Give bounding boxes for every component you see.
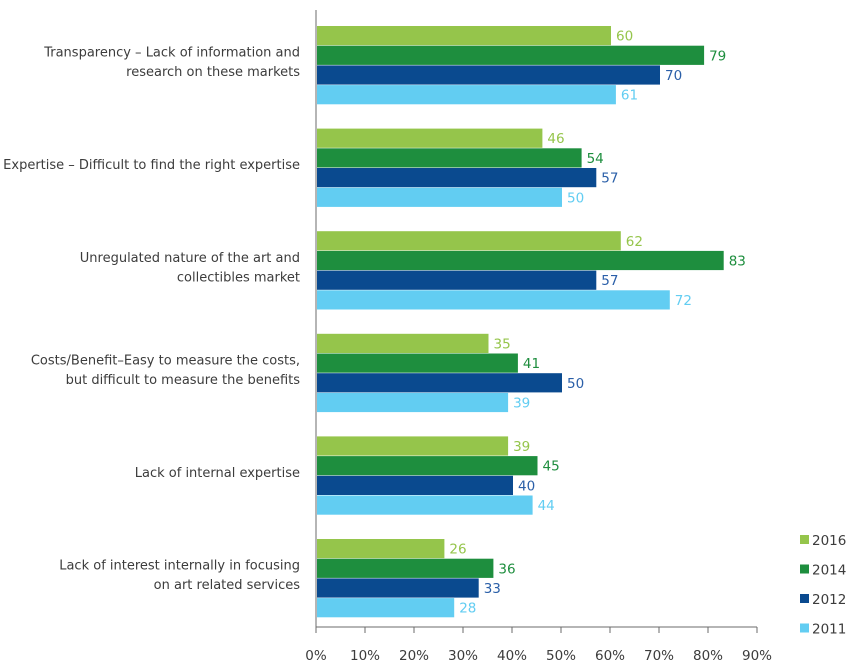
bar-2011 <box>317 598 455 618</box>
bar-2016 <box>317 333 489 353</box>
data-label: 33 <box>484 581 501 597</box>
data-label: 44 <box>538 498 555 514</box>
data-label: 40 <box>518 478 535 494</box>
bar-2014 <box>317 45 705 65</box>
data-label: 41 <box>523 356 540 372</box>
legend-label: 2016 <box>812 533 846 549</box>
bar-2012 <box>317 475 513 495</box>
bar-2014 <box>317 353 518 373</box>
data-label: 45 <box>543 459 560 475</box>
data-label: 62 <box>626 234 643 250</box>
legend-label: 2011 <box>812 622 846 638</box>
x-tick-label: 10% <box>350 648 380 664</box>
bar-2011 <box>317 290 670 310</box>
category-label: Lack of interest internally in focusing <box>59 559 300 574</box>
data-label: 50 <box>567 376 584 392</box>
data-label: 79 <box>709 48 726 64</box>
bar-2014 <box>317 148 582 168</box>
x-tick-label: 40% <box>497 648 527 664</box>
data-label: 36 <box>498 561 515 577</box>
category-label: Costs/Benefit–Easy to measure the costs, <box>31 353 300 368</box>
legend-swatch-2011 <box>800 623 809 633</box>
category-label: but difficult to measure the benefits <box>66 373 301 388</box>
category-label: Unregulated nature of the art and <box>80 251 300 266</box>
category-label: Transparency – Lack of information and <box>43 46 300 61</box>
bar-2016 <box>317 539 445 559</box>
data-label: 54 <box>587 151 604 167</box>
data-label: 50 <box>567 190 584 206</box>
bar-2014 <box>317 558 494 578</box>
bar-2011 <box>317 495 533 515</box>
bar-2014 <box>317 250 724 271</box>
data-label: 39 <box>513 439 530 455</box>
bar-2016 <box>317 231 621 251</box>
data-label: 26 <box>449 542 466 558</box>
data-label: 39 <box>513 396 530 412</box>
x-tick-label: 80% <box>693 648 723 664</box>
x-tick-label: 60% <box>595 648 625 664</box>
data-label: 60 <box>616 29 633 45</box>
bar-2012 <box>317 65 660 85</box>
legend-label: 2012 <box>812 592 846 608</box>
legend-swatch-2012 <box>800 594 809 603</box>
x-tick-label: 90% <box>742 648 772 664</box>
data-label: 70 <box>665 68 682 84</box>
data-label: 35 <box>494 336 511 352</box>
bar-2012 <box>317 270 597 290</box>
legend-swatch-2014 <box>800 564 809 574</box>
bar-2016 <box>317 436 509 456</box>
x-tick-label: 70% <box>644 648 674 664</box>
category-label: on art related services <box>154 578 301 593</box>
bar-2012 <box>317 373 562 393</box>
bar-2016 <box>317 26 611 46</box>
x-tick-label: 0% <box>305 648 327 664</box>
bar-2014 <box>317 456 538 476</box>
x-tick-label: 20% <box>399 648 429 664</box>
data-label: 61 <box>621 88 638 104</box>
data-label: 57 <box>601 273 618 289</box>
legend-swatch-2016 <box>800 535 809 544</box>
bar-2012 <box>317 168 597 188</box>
bar-2011 <box>317 392 509 413</box>
data-label: 57 <box>601 171 618 187</box>
category-label: collectibles market <box>177 270 300 285</box>
data-label: 83 <box>729 254 746 270</box>
data-label: 28 <box>459 601 476 617</box>
category-label: Expertise – Difficult to find the right … <box>3 158 300 173</box>
data-label: 72 <box>675 293 692 309</box>
category-label: Lack of internal expertise <box>135 466 300 481</box>
bar-2012 <box>317 578 479 598</box>
bar-2011 <box>317 187 562 207</box>
x-tick-label: 50% <box>546 648 576 664</box>
x-tick-label: 30% <box>448 648 478 664</box>
bar-2011 <box>317 85 616 105</box>
data-label: 46 <box>547 131 564 147</box>
legend-label: 2014 <box>812 563 846 579</box>
bar-2016 <box>317 128 543 148</box>
category-label: research on these markets <box>126 65 300 80</box>
